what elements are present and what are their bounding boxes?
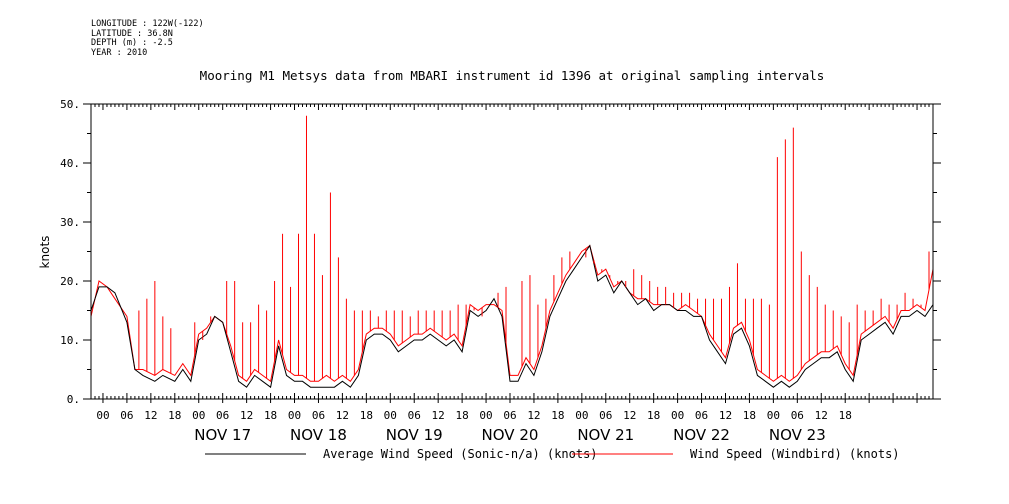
hour-tick-label: 06 xyxy=(312,409,325,422)
day-label: NOV 19 xyxy=(386,426,443,444)
windbird-series-line xyxy=(90,244,934,383)
hour-tick-label: 18 xyxy=(647,409,660,422)
y-axis-labels: 0. 10. 20. 30. 40. 50. xyxy=(60,98,80,406)
average-series-line xyxy=(90,244,934,389)
y-tick-label: 10. xyxy=(60,334,80,347)
y-tick-label: 40. xyxy=(60,157,80,170)
hour-tick-label: 00 xyxy=(288,409,301,422)
day-label: NOV 17 xyxy=(194,426,251,444)
year-label: YEAR : 2010 xyxy=(91,47,148,58)
hour-tick-label: 12 xyxy=(432,409,445,422)
plot-area xyxy=(90,115,934,389)
legend-label-average: Average Wind Speed (Sonic-n/a) (knots) xyxy=(323,447,598,461)
hour-tick-label: 00 xyxy=(96,409,109,422)
hour-tick-label: 00 xyxy=(767,409,780,422)
hour-tick-label: 18 xyxy=(168,409,181,422)
day-label: NOV 22 xyxy=(673,426,730,444)
chart-title: Mooring M1 Metsys data from MBARI instru… xyxy=(200,68,825,83)
hour-tick-label: 00 xyxy=(671,409,684,422)
hour-tick-label: 00 xyxy=(192,409,205,422)
plot-frame xyxy=(90,103,934,400)
hour-tick-label: 06 xyxy=(408,409,421,422)
y-tick-label: 0. xyxy=(67,393,80,406)
day-label: NOV 20 xyxy=(482,426,539,444)
hour-tick-label: 18 xyxy=(839,409,852,422)
longitude-label: LONGITUDE : 122W(-122) xyxy=(91,19,204,29)
y-tick-label: 20. xyxy=(60,275,80,288)
hour-tick-label: 06 xyxy=(216,409,229,422)
hour-tick-label: 18 xyxy=(455,409,468,422)
day-label: NOV 18 xyxy=(290,426,347,444)
hour-tick-label: 12 xyxy=(719,409,732,422)
hour-tick-label: 00 xyxy=(384,409,397,422)
y-axis-label: knots xyxy=(38,236,52,269)
day-label: NOV 23 xyxy=(769,426,826,444)
hour-tick-label: 18 xyxy=(360,409,373,422)
legend: Average Wind Speed (Sonic-n/a) (knots) W… xyxy=(205,447,900,461)
depth-label: DEPTH (m) : -2.5 xyxy=(91,38,173,48)
hour-tick-label: 12 xyxy=(336,409,349,422)
day-label: NOV 21 xyxy=(577,426,634,444)
x-axis-labels: 00 06 12 18 00 06 12 18 00 06 12 18 00 06 12 18 00 06 12 18… xyxy=(96,409,851,444)
hour-tick-label: 06 xyxy=(120,409,133,422)
hour-tick-label: 18 xyxy=(551,409,564,422)
latitude-label: LATITUDE : 36.8N xyxy=(91,28,173,39)
hour-tick-label: 18 xyxy=(264,409,277,422)
hour-tick-label: 00 xyxy=(575,409,588,422)
y-tick-label: 30. xyxy=(60,216,80,229)
legend-label-windbird: Wind Speed (Windbird) (knots) xyxy=(690,447,900,461)
hour-tick-label: 12 xyxy=(527,409,540,422)
hour-tick-label: 12 xyxy=(144,409,157,422)
station-metadata: LONGITUDE : 122W(-122) LATITUDE : 36.8N … xyxy=(91,19,204,58)
hour-tick-label: 18 xyxy=(743,409,756,422)
hour-tick-label: 12 xyxy=(623,409,636,422)
hour-tick-label: 06 xyxy=(695,409,708,422)
y-tick-label: 50. xyxy=(60,98,80,111)
hour-tick-label: 06 xyxy=(791,409,804,422)
hour-tick-label: 12 xyxy=(815,409,828,422)
hour-tick-label: 06 xyxy=(503,409,516,422)
hour-tick-label: 06 xyxy=(599,409,612,422)
hour-tick-label: 00 xyxy=(479,409,492,422)
hour-tick-label: 12 xyxy=(240,409,253,422)
